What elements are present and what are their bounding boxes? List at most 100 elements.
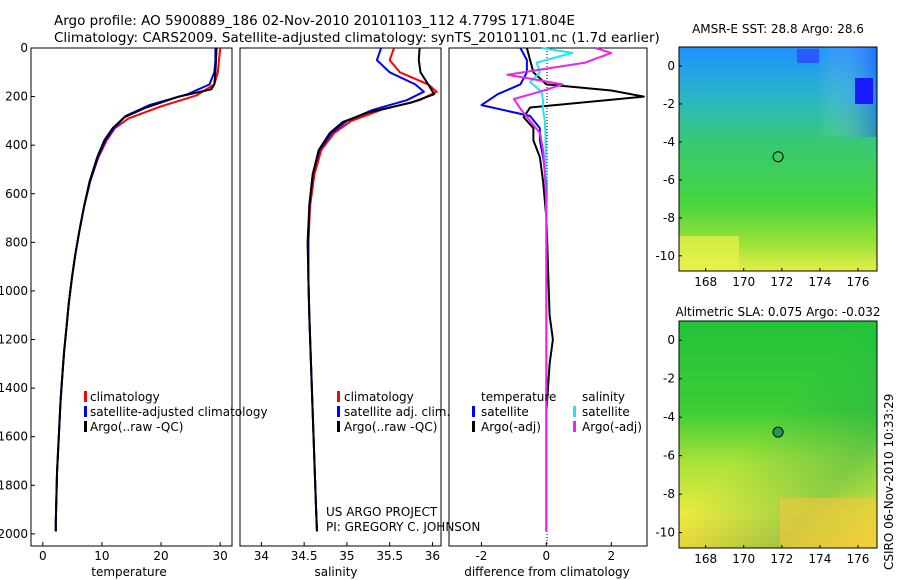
salinity-x-tick-label: 35.5 <box>376 549 403 563</box>
salinity-satellite-line <box>307 47 425 532</box>
legend-swatch-argo <box>84 421 87 432</box>
salinity-plot-frame <box>239 47 442 547</box>
difference-temperature-satellite-line <box>480 47 548 532</box>
sst-map-lon-tick-label: 172 <box>770 275 793 289</box>
difference-profiles <box>480 47 645 532</box>
legend-swatch-temp-argo <box>472 421 475 432</box>
salinity-x-tick-label: 36 <box>425 549 440 563</box>
legend-swatch-satellite <box>84 406 87 417</box>
sst-map-lon-tick-label: 170 <box>732 275 755 289</box>
legend-label-climatology: climatology <box>90 390 160 404</box>
temperature-profiles <box>54 47 222 532</box>
difference-temperature-argo-line <box>522 47 645 532</box>
temperature-x-tick-label: 0 <box>39 549 47 563</box>
depth-tick-label: 800 <box>5 235 28 249</box>
sst-map-lon-tick-label: 176 <box>847 275 870 289</box>
sla-map-warm-patch <box>780 498 877 548</box>
temperature-x-tick-label: 20 <box>153 549 168 563</box>
sla-map-lon-tick-label: 168 <box>694 552 717 566</box>
salinity-x-tick-label: 34 <box>254 549 269 563</box>
header-line-2: Climatology: CARS2009. Satellite-adjuste… <box>54 30 660 46</box>
depth-tick-label: 600 <box>5 187 28 201</box>
depth-tick-label: 1600 <box>0 430 28 444</box>
credit-line-2: PI: GREGORY C. JOHNSON <box>326 520 480 534</box>
sst-map-lon-tick-label: 174 <box>808 275 831 289</box>
depth-tick-label: 0 <box>20 41 28 55</box>
salinity-x-tick-label: 35 <box>339 549 354 563</box>
sla-map-axes: 168 170 172 174 176 0 -2 -4 -6 -8 -10 <box>655 333 869 566</box>
sst-map-panel: AMSR-E SST: 28.8 Argo: 28.6 168 170 172 174… <box>655 22 878 289</box>
difference-x-tick-label: 0 <box>543 549 551 563</box>
difference-salinity-satellite-line <box>529 47 574 532</box>
sst-map-lat-tick-label: -2 <box>663 97 675 111</box>
temperature-x-tick-label: 10 <box>94 549 109 563</box>
sst-map-frame <box>678 46 878 272</box>
sla-map-title: Altimetric SLA: 0.075 Argo: -0.032 <box>675 305 880 319</box>
difference-legend: temperature satellite Argo(-adj) salinit… <box>472 390 642 434</box>
difference-x-tick-label: -2 <box>475 549 487 563</box>
legend-swatch-temp-satellite <box>472 406 475 417</box>
depth-tick-label: 200 <box>5 90 28 104</box>
depth-tick-label: 1000 <box>0 284 28 298</box>
difference-panel: -2 0 2 difference from climatology tempera… <box>448 47 648 579</box>
legend-label-temp-argo: Argo(-adj) <box>481 420 541 434</box>
salinity-panel: 34 34.5 35 35.5 36 salinity climatology sate… <box>239 47 480 579</box>
timestamp: CSIRO 06-Nov-2010 10:33:29 <box>882 394 896 570</box>
legend-label-satellite: satellite adj. clim. <box>344 405 450 419</box>
sla-map-lat-tick-label: -6 <box>663 449 675 463</box>
temperature-legend: climatology satellite-adjusted climatolo… <box>84 390 268 434</box>
credit-line-1: US ARGO PROJECT <box>326 505 438 519</box>
temperature-satellite-line <box>54 48 217 532</box>
salinity-argo-line <box>306 47 436 532</box>
temperature-plot-frame <box>30 47 233 547</box>
legend-label-argo: Argo(..raw -QC) <box>344 420 437 434</box>
legend-swatch-satellite <box>337 406 340 417</box>
sla-map-lat-tick-label: -10 <box>655 526 675 540</box>
sst-map-axes: 168 170 172 174 176 0 -2 -4 -6 -8 -10 <box>655 59 869 289</box>
temperature-panel: 0 200 400 600 800 1000 1200 1400 1600 1800 2000 0 1… <box>0 41 268 579</box>
legend-swatch-climatology <box>337 391 340 402</box>
difference-salinity-argo-line <box>506 47 613 532</box>
sla-map-lat-tick-label: 0 <box>667 333 675 347</box>
sst-map-cold-cell <box>797 49 819 63</box>
salinity-climatology-line <box>307 47 438 532</box>
salinity-profiles <box>306 47 438 532</box>
sst-map-lat-tick-label: -6 <box>663 173 675 187</box>
sst-map-lat-tick-label: -4 <box>663 135 675 149</box>
sst-map-title: AMSR-E SST: 28.8 Argo: 28.6 <box>692 22 864 36</box>
legend-swatch-sal-argo <box>573 421 576 432</box>
legend-label-sal-argo: Argo(-adj) <box>582 420 642 434</box>
sla-map-lat-tick-label: -2 <box>663 372 675 386</box>
sst-map-warm-patch <box>679 236 739 271</box>
difference-x-label: difference from climatology <box>464 565 630 579</box>
difference-x-axis: -2 0 2 <box>475 542 615 563</box>
temperature-x-label: temperature <box>91 565 166 579</box>
sst-map-lat-tick-label: 0 <box>667 59 675 73</box>
difference-plot-frame <box>448 47 648 547</box>
depth-tick-label: 1400 <box>0 381 28 395</box>
temperature-argo-line <box>54 47 218 532</box>
depth-tick-label: 2000 <box>0 527 28 541</box>
legend-label-sal-satellite: satellite <box>582 405 630 419</box>
sla-map-lon-tick-label: 176 <box>847 552 870 566</box>
sla-map-frame <box>678 320 878 549</box>
sst-float-marker <box>772 151 784 163</box>
sla-map-lon-tick-label: 174 <box>808 552 831 566</box>
sla-map-lon-tick-label: 170 <box>732 552 755 566</box>
legend-title-temperature: temperature <box>481 390 556 404</box>
difference-x-tick-label: 2 <box>607 549 615 563</box>
salinity-x-axis: 34 34.5 35 35.5 36 <box>254 542 440 563</box>
legend-swatch-sal-satellite <box>573 406 576 417</box>
depth-tick-label: 400 <box>5 138 28 152</box>
legend-label-satellite: satellite-adjusted climatology <box>90 405 268 419</box>
sst-map-lat-tick-label: -10 <box>655 249 675 263</box>
legend-label-temp-satellite: satellite <box>481 405 529 419</box>
sla-map-lat-tick-label: -8 <box>663 487 675 501</box>
legend-swatch-climatology <box>84 391 87 402</box>
header-line-1: Argo profile: AO 5900889_186 02-Nov-2010… <box>54 13 575 29</box>
sla-map-lat-tick-label: -4 <box>663 410 675 424</box>
sst-map-lon-tick-label: 168 <box>694 275 717 289</box>
sla-map-lon-tick-label: 172 <box>770 552 793 566</box>
temperature-x-tick-label: 30 <box>213 549 228 563</box>
